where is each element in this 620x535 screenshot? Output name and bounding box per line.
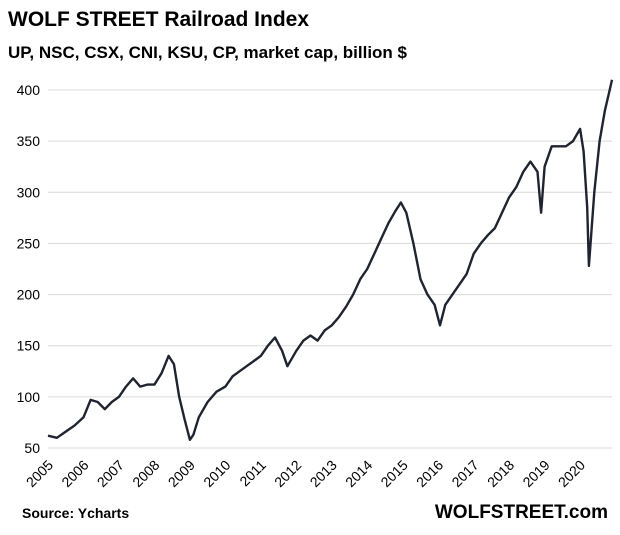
y-tick-label: 400 (17, 82, 41, 98)
x-tick-label: 2016 (413, 457, 446, 490)
series-line-0 (47, 79, 614, 441)
chart-subtitle: UP, NSC, CSX, CNI, KSU, CP, market cap, … (8, 43, 408, 62)
x-tick-label: 2005 (23, 457, 56, 490)
x-tick-label: 2018 (484, 457, 517, 490)
y-tick-label: 250 (17, 235, 41, 251)
x-tick-label: 2007 (94, 457, 127, 490)
chart-title: WOLF STREET Railroad Index (8, 8, 309, 31)
x-tick-label: 2019 (519, 457, 552, 490)
x-tick-label: 2010 (200, 457, 233, 490)
y-tick-label: 100 (17, 389, 41, 405)
x-tick-label: 2015 (377, 457, 410, 490)
x-tick-label: 2014 (342, 457, 375, 490)
y-tick-label: 50 (24, 440, 40, 456)
y-tick-label: 200 (17, 287, 41, 303)
x-tick-label: 2009 (165, 457, 198, 490)
x-tick-label: 2020 (555, 457, 588, 490)
gridlines (48, 89, 612, 449)
source-note: Source: Ycharts (22, 505, 129, 521)
x-tick-label: 2011 (236, 457, 269, 490)
y-tick-label: 150 (17, 338, 41, 354)
x-tick-label: 2017 (448, 457, 481, 490)
y-tick-label: 300 (17, 184, 41, 200)
x-tick-label: 2006 (58, 457, 91, 490)
y-axis-ticks: 50 100 150 200 250 300 350 400 (17, 82, 41, 456)
brand-label: WOLFSTREET.com (435, 502, 608, 523)
x-axis-ticks: 2005 2006 2007 2008 2009 2010 2011 2012 2013 2014… (23, 457, 589, 490)
x-tick-label: 2012 (271, 457, 304, 490)
x-tick-label: 2008 (129, 457, 162, 490)
y-tick-label: 350 (17, 133, 41, 149)
x-tick-label: 2013 (307, 457, 340, 490)
series-group (47, 79, 614, 441)
